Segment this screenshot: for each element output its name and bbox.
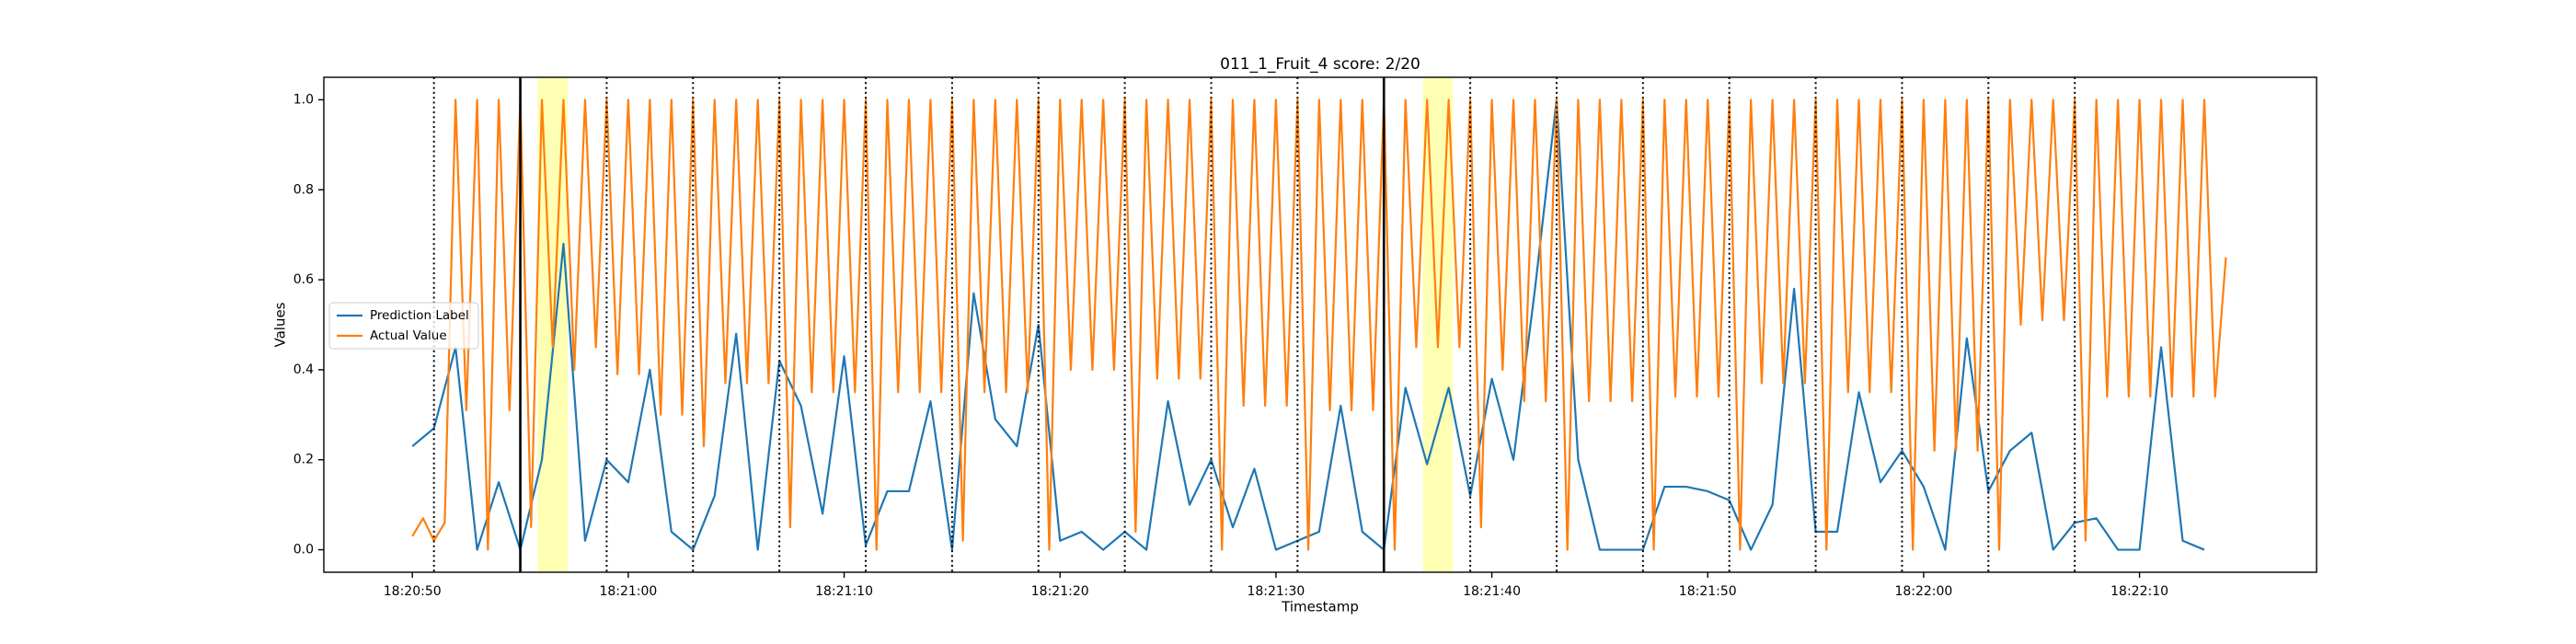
axes-frame [323, 76, 2317, 573]
x-tick-label: 18:21:50 [1679, 584, 1737, 599]
plot-area [411, 77, 2227, 572]
y-tick-label: 0.8 [293, 182, 314, 197]
legend: Prediction Label Actual Value [328, 302, 479, 350]
legend-label: Prediction Label [370, 308, 469, 323]
y-tick-label: 0.2 [293, 453, 314, 467]
chart-title: 011_1_Fruit_4 score: 2/20 [1220, 55, 1420, 74]
x-axis-label: Timestamp [1281, 599, 1359, 615]
y-tick-label: 0.6 [293, 272, 314, 287]
x-tick-label: 18:21:10 [815, 584, 873, 599]
legend-box [328, 302, 479, 350]
x-tick-label: 18:22:00 [1894, 584, 1952, 599]
x-tick-label: 18:20:50 [384, 584, 442, 599]
y-tick-label: 0.0 [293, 543, 314, 558]
legend-label: Actual Value [370, 328, 447, 343]
x-tick-label: 18:21:40 [1463, 584, 1521, 599]
x-tick-label: 18:21:20 [1031, 584, 1089, 599]
y-axis-label: Values [272, 302, 289, 347]
x-tick-label: 18:21:30 [1247, 584, 1305, 599]
y-tick-label: 1.0 [293, 92, 314, 107]
x-tick-label: 18:21:00 [599, 584, 657, 599]
x-tick-label: 18:22:10 [2110, 584, 2168, 599]
y-tick-label: 0.4 [293, 362, 314, 377]
series-line [411, 98, 2227, 551]
